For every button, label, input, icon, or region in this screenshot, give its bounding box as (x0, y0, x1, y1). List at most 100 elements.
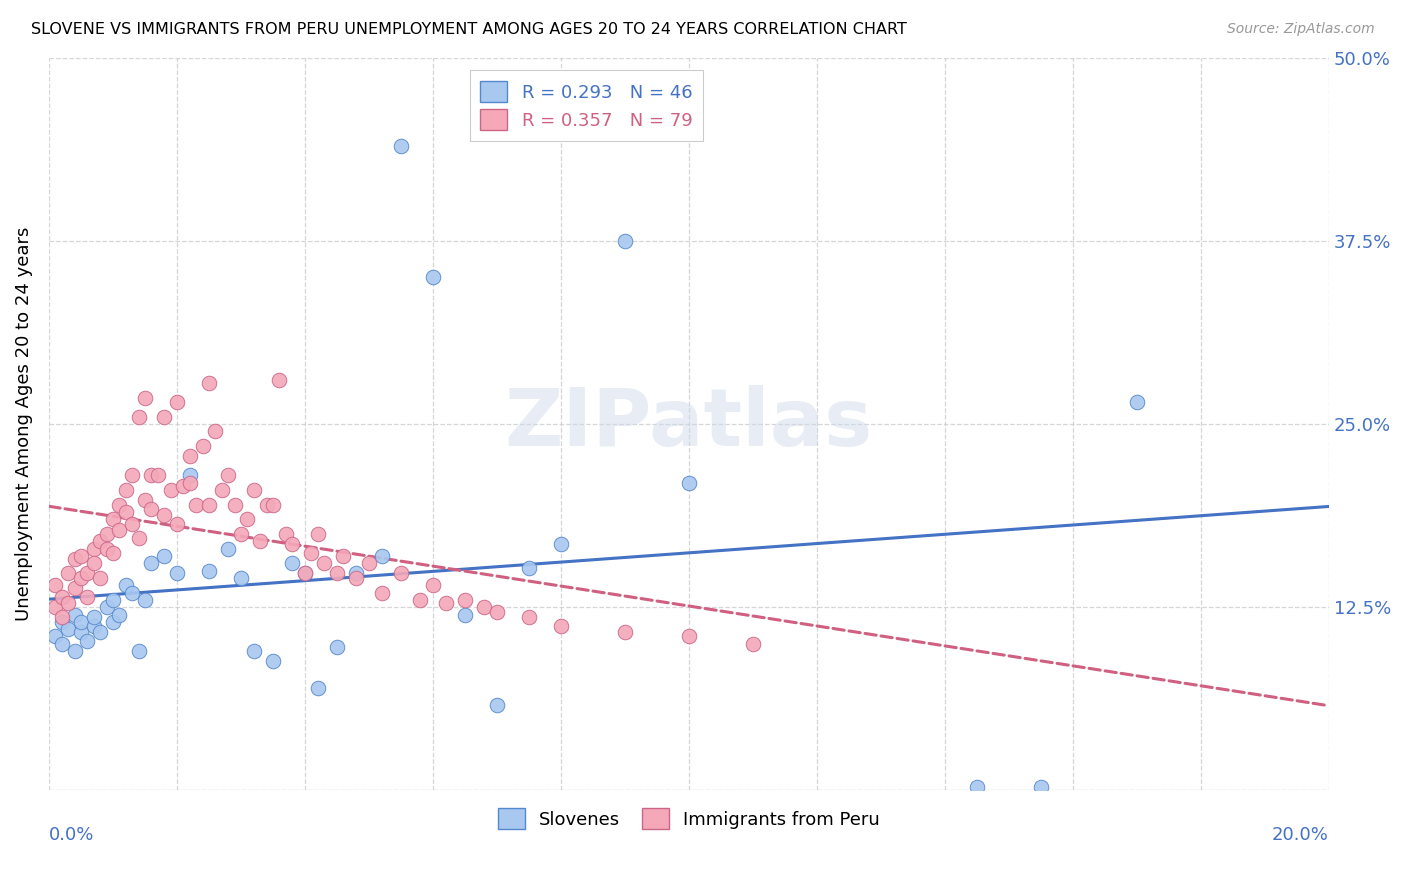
Point (51, 590, 73, 604)
Point (454, 607, 477, 622)
Point (307, 527, 329, 541)
Point (344, 566, 367, 581)
Point (70, 571, 93, 585)
Point (485, 698, 508, 713)
Point (44, 630, 66, 644)
Point (128, 409, 150, 424)
Point (613, 625, 636, 640)
Point (678, 475, 700, 490)
Point (134, 493, 156, 508)
Point (344, 571, 367, 585)
Point (198, 376, 221, 390)
Point (1029, 780, 1052, 795)
Point (332, 549, 354, 563)
Point (101, 512, 124, 526)
Point (678, 630, 700, 644)
Point (217, 541, 239, 556)
Point (70, 615, 93, 629)
Point (44, 600, 66, 615)
Point (229, 571, 252, 585)
Point (83, 541, 105, 556)
Point (262, 654, 284, 668)
Point (128, 644, 150, 658)
Point (229, 527, 252, 541)
Point (326, 566, 349, 581)
Point (56, 596, 79, 610)
Point (121, 468, 143, 483)
Point (89, 625, 111, 640)
Point (389, 566, 412, 581)
Point (314, 556, 336, 570)
Y-axis label: Unemployment Among Ages 20 to 24 years: Unemployment Among Ages 20 to 24 years (15, 227, 32, 621)
Point (172, 478, 194, 492)
Point (179, 468, 201, 483)
Point (51, 637, 73, 651)
Point (96, 541, 118, 556)
Point (166, 566, 188, 581)
Point (613, 234, 636, 248)
Point (70, 625, 93, 640)
Point (326, 640, 349, 654)
Point (485, 605, 508, 619)
Point (256, 498, 278, 512)
Point (76, 633, 98, 648)
Point (153, 508, 176, 522)
Point (159, 483, 181, 497)
Point (63, 551, 86, 566)
Text: SLOVENE VS IMMIGRANTS FROM PERU UNEMPLOYMENT AMONG AGES 20 TO 24 YEARS CORRELATI: SLOVENE VS IMMIGRANTS FROM PERU UNEMPLOY… (31, 22, 907, 37)
Point (101, 592, 124, 607)
Point (204, 425, 226, 439)
Point (217, 468, 239, 483)
Point (224, 498, 246, 512)
Point (274, 527, 297, 541)
Point (153, 549, 176, 563)
Point (114, 578, 136, 592)
Point (128, 531, 150, 545)
Point (307, 681, 329, 695)
Point (114, 483, 136, 497)
Point (51, 615, 73, 629)
Point (357, 556, 380, 570)
Point (409, 592, 432, 607)
Point (134, 592, 156, 607)
Point (1126, 395, 1149, 409)
Point (114, 505, 136, 519)
Point (108, 523, 131, 537)
Point (121, 516, 143, 531)
Point (966, 780, 988, 795)
Point (262, 498, 284, 512)
Point (198, 498, 221, 512)
Point (76, 566, 98, 581)
Point (179, 449, 201, 463)
Point (422, 270, 444, 285)
Point (56, 622, 79, 636)
Point (389, 138, 412, 153)
Point (56, 566, 79, 581)
Point (121, 585, 143, 599)
Legend: Slovenes, Immigrants from Peru: Slovenes, Immigrants from Peru (491, 801, 887, 837)
Point (517, 560, 540, 574)
Point (299, 546, 322, 560)
Point (198, 564, 221, 578)
Point (242, 644, 264, 658)
Point (108, 498, 131, 512)
Point (83, 556, 105, 570)
Text: 0.0%: 0.0% (49, 825, 94, 844)
Point (166, 395, 188, 409)
Point (434, 596, 457, 610)
Point (101, 546, 124, 560)
Point (211, 483, 233, 497)
Point (63, 581, 86, 595)
Point (422, 578, 444, 592)
Point (134, 391, 156, 405)
Text: Source: ZipAtlas.com: Source: ZipAtlas.com (1227, 22, 1375, 37)
Point (472, 600, 495, 615)
Text: 20.0%: 20.0% (1272, 825, 1329, 844)
Point (242, 483, 264, 497)
Point (44, 578, 66, 592)
Point (741, 637, 763, 651)
Point (550, 619, 572, 633)
Point (370, 549, 392, 563)
Point (51, 610, 73, 624)
Point (83, 610, 105, 624)
